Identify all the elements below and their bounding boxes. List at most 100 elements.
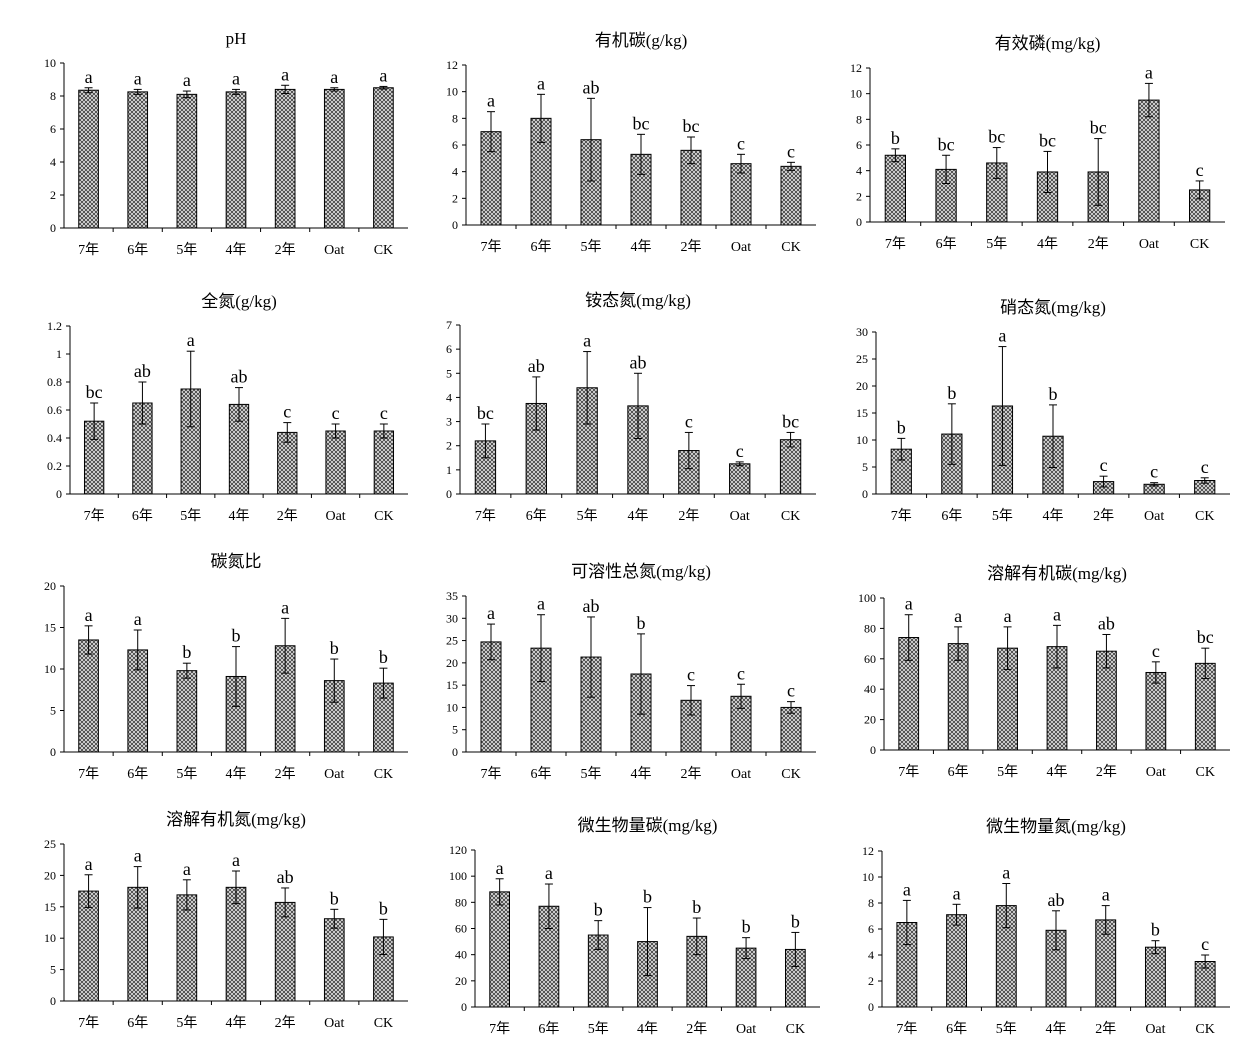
x-tick-label: 4年: [1047, 764, 1068, 780]
x-tick-label: 7年: [475, 508, 496, 524]
significance-letter: ab: [231, 367, 248, 387]
x-tick-label: 7年: [481, 239, 502, 255]
y-tick-label: 20: [44, 579, 56, 593]
significance-letter: a: [1102, 885, 1110, 905]
x-tick-label: 7年: [78, 1015, 99, 1031]
y-tick-label: 2: [868, 974, 874, 988]
y-tick-label: 0.6: [47, 403, 62, 417]
significance-letter: a: [998, 326, 1006, 346]
x-tick-label: 6年: [948, 764, 969, 780]
y-tick-label: 0: [56, 487, 62, 501]
x-tick-label: 6年: [526, 508, 547, 524]
bar: [779, 439, 802, 495]
bar: [1138, 99, 1160, 223]
significance-letter: b: [637, 613, 646, 633]
significance-letter: b: [330, 638, 339, 658]
x-tick-label: 7年: [885, 236, 906, 252]
significance-letter: b: [692, 897, 701, 917]
panel-title: pH: [226, 29, 247, 48]
bar: [127, 91, 149, 229]
y-tick-label: 7: [446, 318, 452, 332]
significance-letter: a: [134, 609, 142, 629]
x-tick-label: CK: [786, 1022, 805, 1037]
significance-letter: ab: [277, 867, 294, 887]
x-tick-label: 4年: [1043, 508, 1064, 524]
y-tick-label: 8: [868, 896, 874, 910]
y-tick-label: 15: [44, 621, 56, 635]
x-tick-label: 6年: [946, 1021, 967, 1037]
significance-letter: a: [330, 67, 338, 87]
significance-letter: c: [685, 411, 693, 431]
significance-letter: b: [330, 888, 339, 908]
x-tick-label: 7年: [898, 764, 919, 780]
y-tick-label: 40: [455, 948, 467, 962]
y-tick-label: 80: [455, 895, 467, 909]
x-tick-label: CK: [374, 767, 393, 782]
y-tick-label: 25: [446, 634, 458, 648]
x-tick-label: Oat: [731, 767, 751, 782]
bar: [78, 639, 99, 753]
y-tick-label: 100: [858, 591, 876, 605]
y-tick-label: 6: [452, 138, 458, 152]
y-tick-label: 2: [446, 439, 452, 453]
x-tick-label: Oat: [324, 767, 344, 782]
y-tick-label: 60: [455, 922, 467, 936]
significance-letter: b: [891, 128, 900, 148]
significance-letter: a: [134, 846, 142, 866]
significance-letter: b: [232, 626, 241, 646]
x-tick-label: 4年: [226, 766, 247, 782]
x-tick-label: CK: [781, 240, 800, 255]
bar: [323, 88, 345, 229]
x-tick-label: 7年: [891, 508, 912, 524]
panel-10: 溶解有机氮(mg/kg) 0 5 10 15 20 25 a 7年 a 6年 a 5年 a 4年 ab 2年 b O…: [44, 810, 408, 1031]
bar: [274, 88, 296, 229]
panel-title: 有效磷(mg/kg): [995, 34, 1101, 53]
significance-letter: a: [85, 854, 93, 874]
x-tick-label: 7年: [896, 1021, 917, 1037]
significance-letter: b: [594, 900, 603, 920]
y-tick-label: 120: [449, 843, 467, 857]
bar: [225, 886, 247, 1002]
x-tick-label: 5年: [588, 1021, 609, 1037]
y-tick-label: 15: [44, 900, 56, 914]
bar: [176, 93, 198, 229]
x-tick-label: 6年: [127, 766, 148, 782]
y-tick-label: 25: [856, 352, 868, 366]
significance-letter: c: [1100, 455, 1108, 475]
panel-title: 可溶性总氮(mg/kg): [571, 562, 711, 581]
x-tick-label: 5年: [992, 508, 1013, 524]
significance-letter: ab: [583, 596, 600, 616]
x-tick-label: 2年: [275, 242, 296, 258]
bar: [780, 706, 802, 753]
bar: [729, 463, 751, 495]
y-tick-label: 0: [862, 487, 868, 501]
panel-4: 全氮(g/kg) 0 0.2 0.4 0.6 0.8 1 1.2 bc 7年 ab 6年 a 5年 ab 4年…: [47, 292, 408, 524]
bar: [78, 89, 99, 229]
bar: [780, 165, 802, 226]
y-tick-label: 6: [446, 342, 452, 356]
significance-letter: bc: [1197, 627, 1214, 647]
panel-5: 铵态氮(mg/kg) 0 1 2 3 4 5 6 7 bc 7年 ab 6年 a 5年 ab 4年 c 2年 c Oat…: [446, 291, 816, 524]
significance-letter: a: [487, 603, 495, 623]
y-tick-label: 6: [856, 138, 862, 152]
y-tick-label: 20: [864, 713, 876, 727]
significance-letter: c: [737, 663, 745, 683]
significance-letter: c: [283, 402, 291, 422]
x-tick-label: 2年: [275, 766, 296, 782]
x-tick-label: 6年: [941, 508, 962, 524]
x-tick-label: 6年: [127, 242, 148, 258]
significance-letter: a: [183, 70, 191, 90]
significance-letter: a: [537, 594, 545, 614]
x-tick-label: 2年: [681, 239, 702, 255]
panel-title: 溶解有机氮(mg/kg): [166, 810, 306, 829]
y-tick-label: 0: [50, 221, 56, 235]
y-tick-label: 25: [44, 837, 56, 851]
significance-letter: c: [1150, 462, 1158, 482]
y-tick-label: 0: [50, 745, 56, 759]
y-tick-label: 0.8: [47, 375, 62, 389]
y-tick-label: 5: [446, 366, 452, 380]
y-tick-label: 20: [44, 868, 56, 882]
x-tick-label: 5年: [996, 1021, 1017, 1037]
panel-2: 有机碳(g/kg) 0 2 4 6 8 10 12 a 7年 a 6年 ab 5年 bc 4年 bc 2年 c Oat…: [446, 31, 816, 255]
y-tick-label: 0: [50, 994, 56, 1008]
